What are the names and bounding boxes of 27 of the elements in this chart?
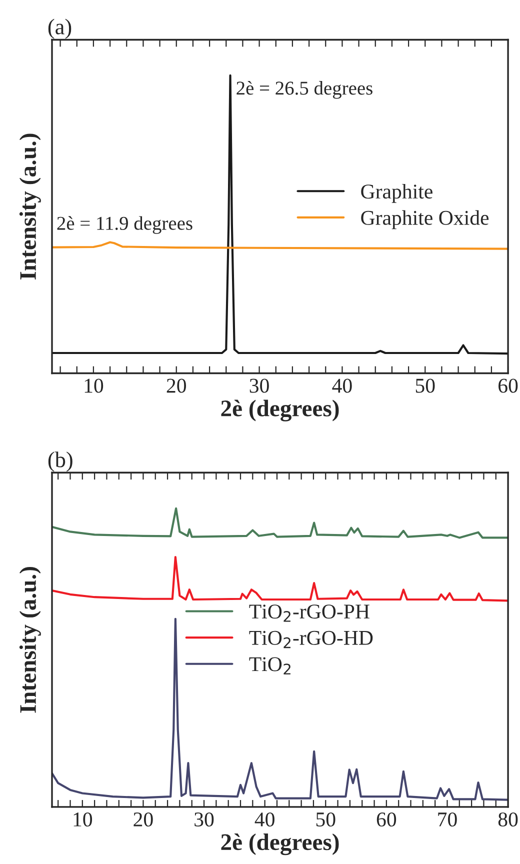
x-tick-label: 70 xyxy=(438,812,457,826)
legend-label: TiO$_{2}$ xyxy=(249,657,290,674)
x-tick-label: 30 xyxy=(194,812,214,826)
legend-label: Graphite Oxide xyxy=(361,210,489,230)
x-axis-title: 2è (degrees) xyxy=(221,400,339,422)
y-axis-title: Intensity (a.u.) xyxy=(19,567,41,713)
x-tick-label: 40 xyxy=(254,812,274,826)
x-tick-label: 20 xyxy=(134,812,153,826)
x-tick-label: 20 xyxy=(166,378,186,393)
chart-title: (a) xyxy=(48,18,72,39)
x-tick-label: 30 xyxy=(250,378,269,393)
x-axis-title: 2è (degrees) xyxy=(221,834,339,856)
x-tick-label: 40 xyxy=(332,378,352,393)
x-tick-label: 80 xyxy=(498,812,518,826)
x-tick-label: 50 xyxy=(416,378,435,393)
annotation: 2è = 11.9 degrees xyxy=(57,216,192,234)
x-tick-label: 60 xyxy=(498,378,518,393)
legend-label: Graphite xyxy=(361,184,432,203)
legend-label: TiO$_{2}$-rGO-PH xyxy=(249,604,370,622)
x-tick-label: 10 xyxy=(74,812,92,826)
annotation: 2è = 26.5 degrees xyxy=(236,81,372,99)
y-axis-title: Intensity (a.u.) xyxy=(19,134,41,280)
legend-label: TiO$_{2}$-rGO-HD xyxy=(249,630,373,648)
chart-title: (b) xyxy=(48,452,72,472)
x-tick-label: 60 xyxy=(376,812,396,826)
x-tick-label: 10 xyxy=(84,378,104,393)
x-tick-label: 50 xyxy=(316,812,336,826)
